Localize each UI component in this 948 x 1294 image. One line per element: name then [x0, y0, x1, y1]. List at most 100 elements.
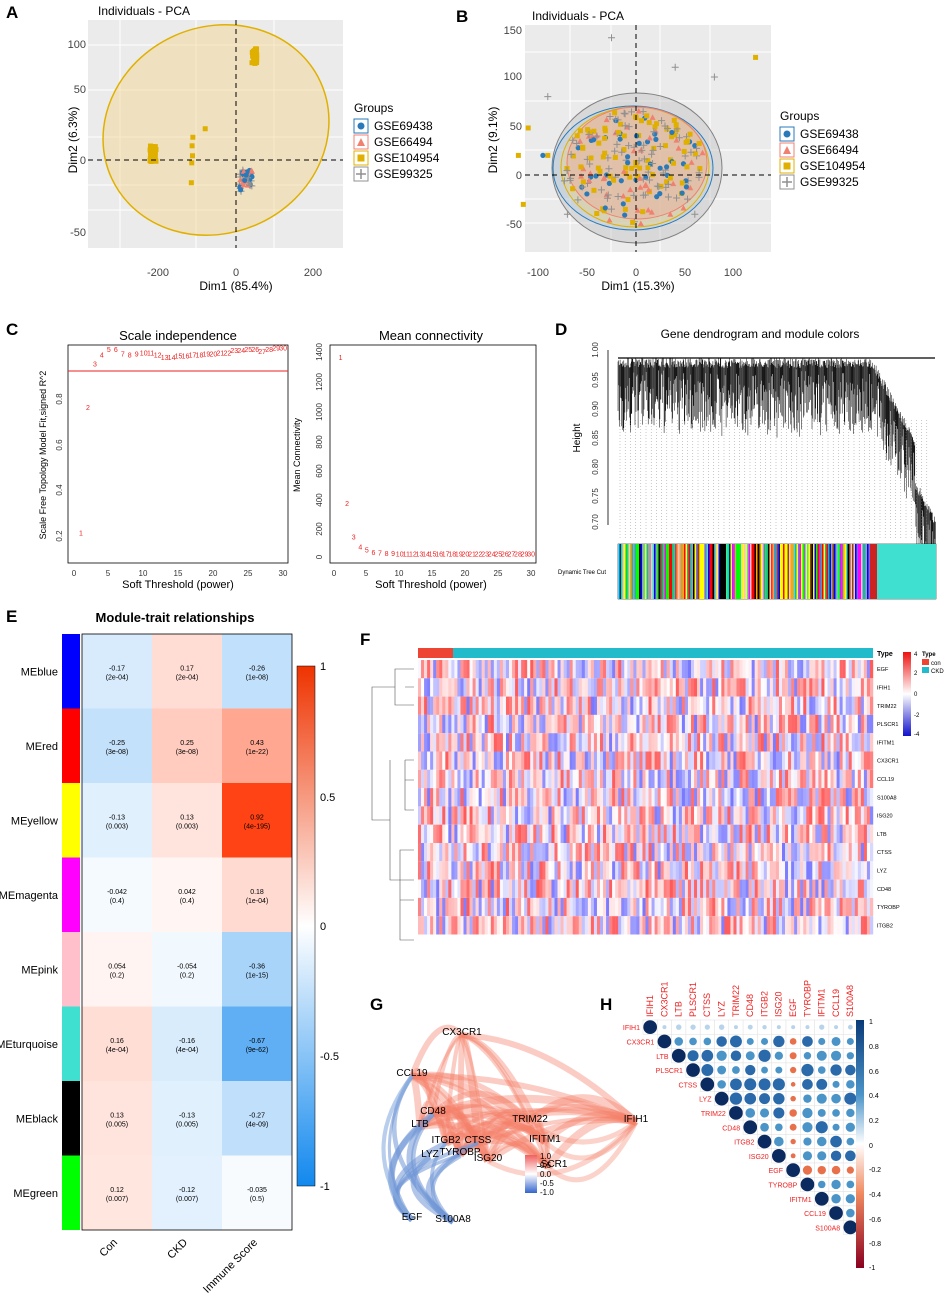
heatmap-f-cell: [715, 843, 719, 862]
colorbar-f-tick: -4: [914, 732, 920, 738]
heatmap-f-cell: [469, 769, 473, 789]
heatmap-f-cell: [536, 769, 540, 789]
heatmap-f-cell: [596, 751, 601, 770]
heatmap-f-cell: [760, 861, 765, 880]
dendro-ylabel: Height: [572, 423, 583, 452]
heatmap-f-cell: [797, 824, 801, 843]
heatmap-f-cell: [839, 696, 843, 715]
heatmap-f-cell: [803, 788, 807, 807]
heatmap-f-cell: [815, 733, 819, 752]
heatmap-f-cell: [496, 714, 501, 734]
heatmap-f-cell: [851, 696, 856, 715]
heatmap-f-cell: [472, 751, 476, 770]
corr-circle: [758, 1078, 771, 1091]
pca-point-gse99325: [585, 131, 593, 139]
pca-point-gse99325: [671, 63, 679, 71]
heatmap-f-cell: [766, 751, 771, 770]
colorbar-f-tick: 0: [914, 692, 918, 698]
heatmap-f-cell: [742, 788, 746, 807]
heatmap-f-cell: [754, 714, 758, 734]
corr-col-label: LYZ: [717, 1001, 727, 1017]
heatmap-f-cell: [530, 696, 534, 715]
corr-circle: [789, 1052, 797, 1060]
connectivity-point-label: 30: [527, 552, 535, 559]
heatmap-f-cell: [645, 879, 649, 898]
heatmap-f-cell: [660, 843, 664, 862]
heatmap-f-cell: [603, 714, 607, 734]
heatmap-f-cell: [824, 733, 828, 752]
type-bar-ckd: [453, 648, 873, 658]
heatmap-f-cell: [436, 733, 440, 752]
heatmap-f-cell: [448, 824, 452, 843]
heatmap-f-cell: [788, 843, 792, 862]
module-color-stripe: [757, 544, 759, 599]
c1-xtick: 10: [139, 569, 148, 578]
corr-circle: [830, 1150, 842, 1162]
heatmap-f-cell: [642, 806, 646, 825]
module-color-stripe: [642, 544, 644, 599]
module-color-stripe: [870, 544, 877, 599]
heatmap-f-cell: [766, 733, 771, 752]
pca-point-gse66494: [699, 149, 706, 156]
heatmap-cell-pvalue: (1e-22): [246, 749, 269, 756]
heatmap-f-cell: [612, 843, 616, 862]
dendro-ytick: 0.90: [591, 401, 600, 417]
heatmap-f-cell: [660, 824, 664, 843]
corr-circle: [773, 1035, 785, 1048]
type-bar-con: [418, 648, 453, 658]
heatmap-f-cell: [481, 824, 485, 843]
heatmap-f-cell: [703, 824, 707, 843]
heatmap-f-cell: [669, 678, 674, 697]
network-edge-positive: [444, 1111, 531, 1145]
heatmap-f-cell: [636, 897, 640, 917]
heatmap-f-cell: [778, 769, 783, 789]
corr-col-label: TYROBP: [802, 980, 812, 1017]
heatmap-f-cell: [533, 897, 537, 917]
heatmap-cell-pvalue: (4e-09): [246, 1121, 269, 1128]
heatmap-f-cell: [739, 696, 743, 715]
heatmap-f-cell: [678, 678, 683, 697]
heatmap-f-cell: [666, 824, 670, 843]
heatmap-f-cell: [630, 660, 634, 679]
heatmap-f-cell: [533, 733, 537, 752]
c2-xtick: 0: [332, 569, 337, 578]
heatmap-f-cell: [821, 660, 825, 679]
heatmap-f-cell: [691, 861, 695, 880]
heatmap-f-cell: [424, 824, 428, 843]
heatmap-f-cell: [669, 751, 674, 770]
heatmap-f-cell: [496, 696, 501, 715]
heatmap-f-cell: [751, 861, 755, 880]
heatmap-f-cell: [727, 714, 731, 734]
heatmap-f-cell: [869, 788, 874, 807]
heatmap-f-cell: [772, 696, 777, 715]
heatmap-f-gene-label: ITGB2: [877, 923, 893, 929]
corr-circle: [803, 1137, 812, 1146]
heatmap-f-cell: [484, 843, 488, 862]
heatmap-f-cell: [448, 660, 452, 679]
heatmap-f-cell: [712, 843, 716, 862]
heatmap-f-cell: [424, 916, 428, 935]
network-node-label: CX3CR1: [442, 1027, 482, 1038]
heatmap-f-cell: [842, 751, 846, 770]
heatmap-f-cell: [806, 861, 810, 880]
pca-point-gse104954: [618, 121, 624, 127]
heatmap-f-cell: [645, 769, 649, 789]
heatmap-f-cell: [706, 751, 710, 770]
heatmap-f-cell: [794, 843, 798, 862]
heatmap-f-cell: [712, 714, 716, 734]
heatmap-f-cell: [481, 696, 485, 715]
connectivity-point-label: 29: [521, 552, 529, 559]
module-color-stripe: [624, 544, 626, 599]
heatmap-f-cell: [448, 916, 452, 935]
heatmap-f-cell: [860, 696, 865, 715]
network-edge-positive: [430, 1032, 463, 1115]
heatmap-f-cell: [454, 806, 458, 825]
scale-point-label: 4: [100, 353, 104, 360]
connectivity-point-label: 8: [385, 551, 389, 558]
heatmap-f-cell: [606, 916, 610, 935]
heatmap-f-cell: [612, 824, 616, 843]
heatmap-f-cell: [636, 660, 640, 679]
scale-point-label: 22: [223, 350, 231, 357]
pca-point-gse104954: [148, 149, 154, 155]
heatmap-f-cell: [760, 824, 765, 843]
